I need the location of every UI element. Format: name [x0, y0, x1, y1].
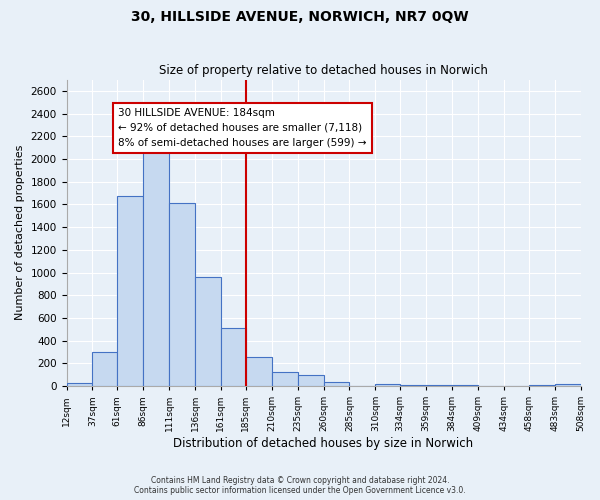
Bar [67, 383, 92, 386]
Bar [169, 204, 195, 386]
Bar [298, 374, 323, 386]
X-axis label: Distribution of detached houses by size in Norwich: Distribution of detached houses by size … [173, 437, 473, 450]
Bar [221, 328, 246, 386]
Bar [92, 352, 118, 386]
Text: 30, HILLSIDE AVENUE, NORWICH, NR7 0QW: 30, HILLSIDE AVENUE, NORWICH, NR7 0QW [131, 10, 469, 24]
Text: Contains HM Land Registry data © Crown copyright and database right 2024.
Contai: Contains HM Land Registry data © Crown c… [134, 476, 466, 495]
Bar [376, 384, 400, 386]
Bar [554, 384, 581, 386]
Title: Size of property relative to detached houses in Norwich: Size of property relative to detached ho… [159, 64, 488, 77]
Bar [118, 196, 143, 386]
Bar [323, 382, 349, 386]
Y-axis label: Number of detached properties: Number of detached properties [15, 145, 25, 320]
Bar [272, 372, 298, 386]
Bar [246, 357, 272, 386]
Text: 30 HILLSIDE AVENUE: 184sqm
← 92% of detached houses are smaller (7,118)
8% of se: 30 HILLSIDE AVENUE: 184sqm ← 92% of deta… [118, 108, 367, 148]
Bar [195, 277, 221, 386]
Bar [143, 142, 169, 386]
